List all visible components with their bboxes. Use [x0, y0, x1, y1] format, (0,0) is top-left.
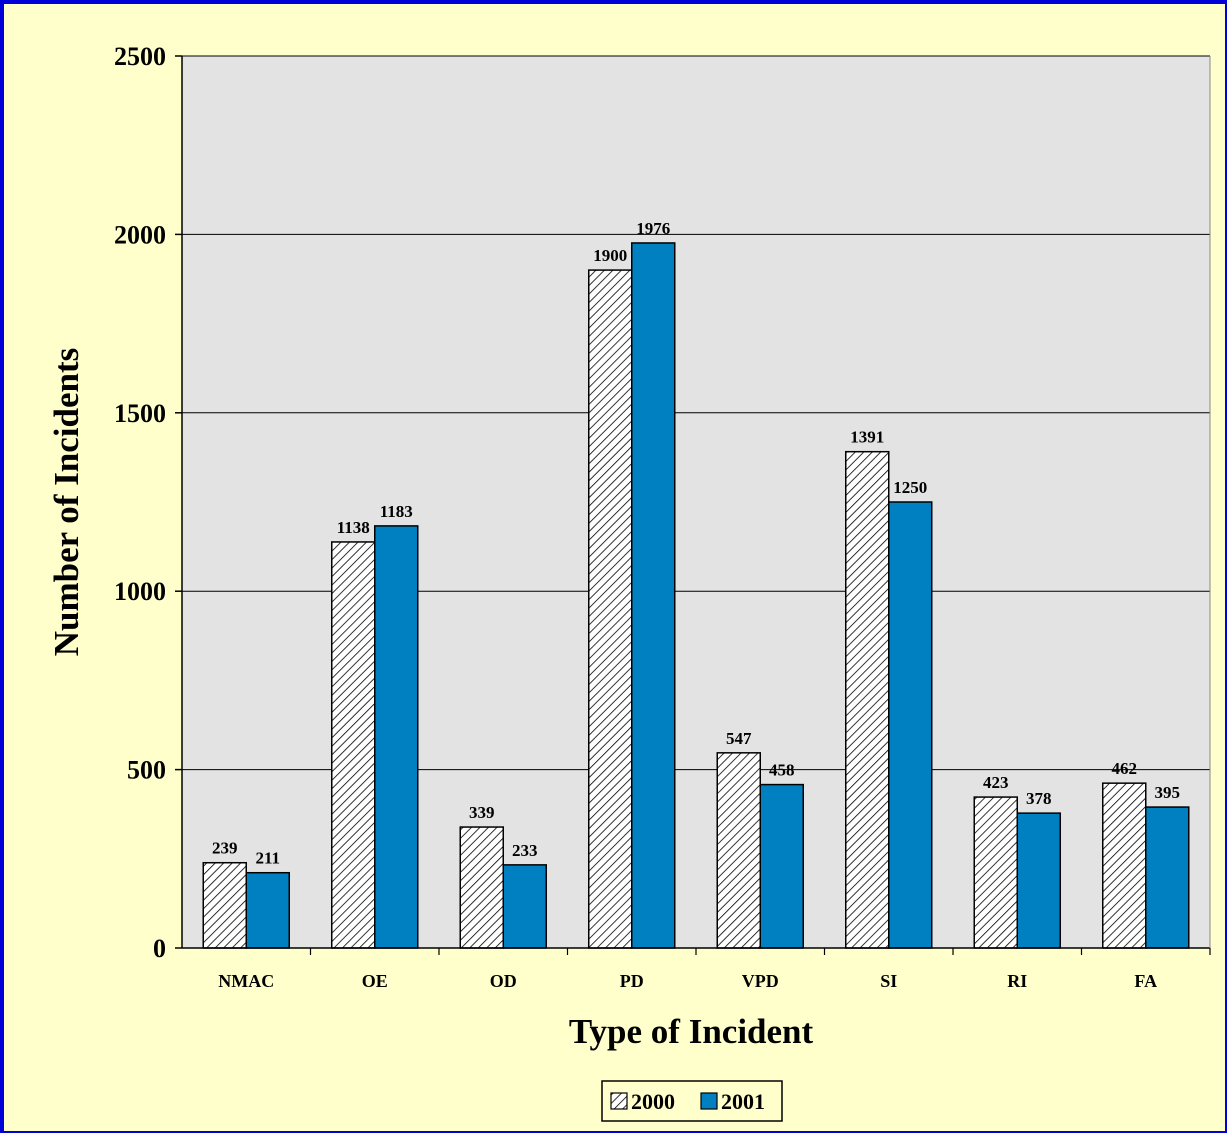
- data-label-RI-2000: 423: [983, 773, 1009, 792]
- legend-label-2001: 2001: [721, 1089, 765, 1114]
- y-tick-label-2500: 2500: [114, 42, 166, 71]
- legend: 2000 2001: [601, 1080, 783, 1122]
- bar-RI-2000: [973, 796, 1018, 949]
- x-tick-label-RI: RI: [1007, 971, 1027, 991]
- x-tick-label-PD: PD: [620, 971, 644, 991]
- y-tick-label-500: 500: [127, 756, 166, 785]
- data-labels: 239 211 1138 1183 339 233 1900 1976 547 458 1391 12…: [212, 219, 1180, 868]
- data-label-PD-2001: 1976: [636, 219, 670, 238]
- legend-swatch-2000: [610, 1092, 628, 1110]
- y-tick-label-2000: 2000: [114, 220, 166, 249]
- data-label-OD-2001: 233: [512, 841, 538, 860]
- bar-NMAC-2000: [202, 861, 247, 949]
- legend-label-2000: 2000: [631, 1089, 675, 1114]
- bar-FA-2001: [1145, 806, 1190, 949]
- data-label-RI-2001: 378: [1026, 789, 1052, 808]
- bar-RI-2001: [1016, 812, 1061, 949]
- data-label-FA-2000: 462: [1112, 759, 1138, 778]
- bar-VPD-2000: [716, 752, 761, 949]
- x-tick-label-OE: OE: [362, 971, 388, 991]
- data-label-PD-2000: 1900: [593, 246, 627, 265]
- data-label-VPD-2000: 547: [726, 729, 752, 748]
- data-label-NMAC-2000: 239: [212, 839, 238, 858]
- bar-OE-2000: [331, 541, 376, 949]
- bar-NMAC-2001: [245, 871, 290, 949]
- x-tick-label-SI: SI: [880, 971, 897, 991]
- legend-swatch-2001: [700, 1092, 718, 1110]
- x-tick-label-VPD: VPD: [742, 971, 779, 991]
- data-label-VPD-2001: 458: [769, 761, 795, 780]
- bar-PD-2000: [588, 269, 633, 949]
- y-tick-label-0: 0: [153, 934, 166, 963]
- y-tick-label-1000: 1000: [114, 577, 166, 606]
- legend-box: [601, 1080, 783, 1122]
- data-label-OE-2001: 1183: [380, 502, 413, 521]
- x-tick-labels: NMAC OE OD PD VPD SI RI FA: [218, 971, 1157, 991]
- bar-VPD-2001: [759, 783, 804, 949]
- data-label-OD-2000: 339: [469, 803, 495, 822]
- bar-OD-2000: [459, 826, 504, 949]
- x-tick-label-FA: FA: [1134, 971, 1157, 991]
- x-axis-title: Type of Incident: [569, 1012, 814, 1051]
- data-label-SI-2000: 1391: [850, 428, 884, 447]
- axes: [181, 56, 1211, 955]
- bar-OE-2001: [374, 525, 419, 949]
- bar-SI-2001: [888, 501, 933, 949]
- y-tick-label-1500: 1500: [114, 399, 166, 428]
- data-label-FA-2001: 395: [1155, 783, 1181, 802]
- bar-PD-2001: [631, 242, 676, 949]
- bar-OD-2001: [502, 864, 547, 949]
- data-label-SI-2001: 1250: [893, 478, 927, 497]
- data-label-NMAC-2001: 211: [255, 849, 280, 868]
- x-tick-label-OD: OD: [490, 971, 517, 991]
- y-axis-title: Number of Incidents: [47, 348, 86, 657]
- bar-FA-2000: [1102, 782, 1147, 949]
- bar-SI-2000: [845, 450, 890, 949]
- y-tick-labels: 0 500 1000 1500 2000 2500: [114, 42, 166, 963]
- bars: [202, 242, 1190, 949]
- data-label-OE-2000: 1138: [337, 518, 370, 537]
- x-tick-label-NMAC: NMAC: [218, 971, 274, 991]
